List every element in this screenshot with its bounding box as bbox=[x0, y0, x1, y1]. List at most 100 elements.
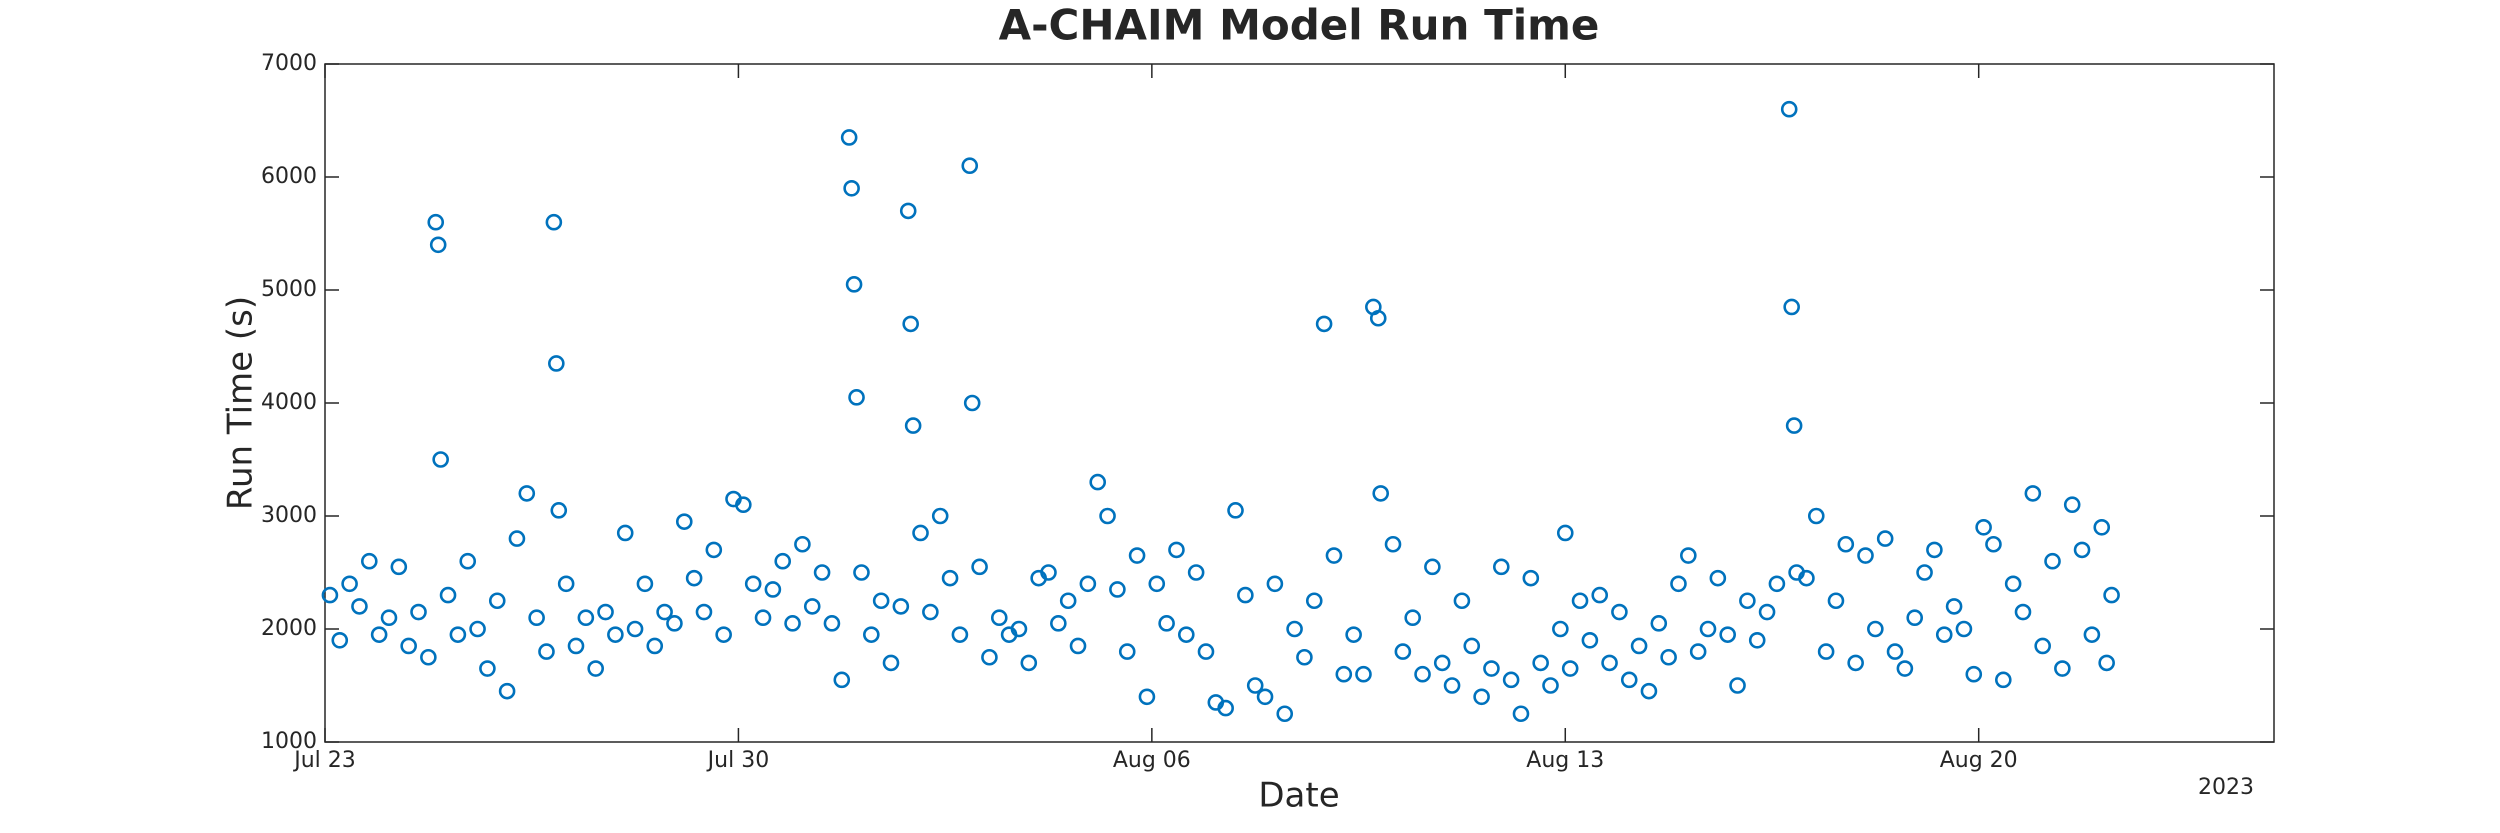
data-point bbox=[2073, 541, 2091, 559]
data-point bbox=[626, 620, 644, 638]
data-point bbox=[2014, 603, 2032, 621]
data-point bbox=[1650, 615, 1668, 632]
data-point bbox=[1709, 569, 1727, 587]
data-point bbox=[1906, 609, 1924, 627]
data-point bbox=[1886, 643, 1904, 660]
data-point bbox=[557, 575, 575, 593]
data-point bbox=[1463, 637, 1481, 655]
data-point bbox=[904, 417, 922, 434]
x-tick-label: Aug 06 bbox=[1113, 748, 1191, 773]
data-point bbox=[459, 552, 477, 570]
data-point bbox=[2024, 485, 2042, 502]
data-point bbox=[1315, 315, 1333, 333]
data-point bbox=[1492, 558, 1510, 576]
data-point bbox=[567, 637, 585, 655]
data-point bbox=[550, 502, 568, 519]
data-point bbox=[1783, 298, 1800, 316]
data-point bbox=[1276, 705, 1294, 723]
data-point bbox=[2098, 654, 2115, 672]
data-point bbox=[1256, 688, 1274, 706]
data-point bbox=[1384, 535, 1402, 553]
data-point bbox=[912, 524, 929, 542]
data-point bbox=[587, 660, 604, 677]
chart-title: A-CHAIM Model Run Time bbox=[999, 1, 1600, 50]
data-point bbox=[1798, 569, 1815, 587]
data-point bbox=[1325, 547, 1343, 564]
data-point bbox=[1178, 626, 1195, 643]
data-point bbox=[675, 513, 693, 530]
data-point bbox=[1955, 620, 1973, 638]
data-point bbox=[1020, 654, 1038, 672]
y-tick-label: 7000 bbox=[261, 51, 317, 76]
data-point bbox=[1916, 564, 1933, 581]
data-point bbox=[1748, 631, 1766, 649]
data-point bbox=[848, 389, 865, 406]
data-point bbox=[636, 575, 654, 593]
data-point bbox=[784, 615, 801, 632]
data-point bbox=[840, 129, 858, 146]
data-point bbox=[1197, 643, 1215, 660]
y-tick-label: 2000 bbox=[261, 616, 317, 641]
data-point bbox=[1079, 575, 1097, 593]
data-point bbox=[1611, 603, 1628, 621]
data-point bbox=[1512, 705, 1530, 723]
data-point bbox=[1168, 541, 1185, 559]
data-point bbox=[1286, 620, 1303, 638]
data-point bbox=[1965, 665, 1983, 683]
data-point bbox=[1591, 586, 1609, 604]
data-point bbox=[1010, 620, 1028, 638]
data-point bbox=[577, 609, 595, 627]
data-point bbox=[813, 564, 831, 581]
data-point bbox=[1719, 626, 1736, 643]
data-point bbox=[1571, 592, 1589, 610]
data-point bbox=[1099, 507, 1116, 525]
data-point bbox=[1355, 665, 1372, 683]
data-point bbox=[656, 603, 673, 621]
data-point bbox=[469, 620, 486, 638]
data-point bbox=[1670, 575, 1687, 593]
data-point bbox=[1601, 654, 1618, 672]
data-point bbox=[360, 552, 378, 570]
data-point bbox=[1689, 643, 1707, 660]
data-point bbox=[1138, 688, 1156, 706]
y-tick-label: 3000 bbox=[261, 503, 317, 528]
data-point bbox=[1926, 541, 1943, 559]
data-point bbox=[951, 626, 969, 643]
data-point bbox=[744, 575, 762, 593]
data-point bbox=[508, 530, 526, 547]
data-point bbox=[351, 598, 368, 615]
data-point bbox=[843, 180, 860, 197]
data-point bbox=[429, 236, 447, 254]
data-point bbox=[2034, 637, 2051, 655]
data-point bbox=[548, 355, 565, 372]
y-tick-label: 4000 bbox=[261, 390, 317, 415]
data-point bbox=[1050, 615, 1067, 632]
data-point bbox=[1837, 535, 1855, 553]
data-point bbox=[794, 535, 811, 553]
data-point bbox=[1069, 637, 1087, 655]
data-point bbox=[410, 603, 427, 621]
data-point bbox=[2044, 552, 2061, 570]
x-axis-label: Date bbox=[1258, 776, 1339, 816]
data-point bbox=[420, 648, 437, 666]
data-point bbox=[1404, 609, 1421, 627]
data-point bbox=[872, 592, 890, 610]
data-point bbox=[1975, 518, 1992, 536]
data-point bbox=[1758, 603, 1776, 621]
data-point bbox=[439, 586, 457, 604]
data-point bbox=[666, 615, 683, 632]
data-point bbox=[1414, 665, 1431, 683]
data-point bbox=[479, 660, 496, 677]
data-point bbox=[1807, 507, 1825, 525]
data-point bbox=[597, 603, 614, 621]
data-point bbox=[498, 682, 516, 700]
data-point bbox=[427, 213, 445, 231]
data-point bbox=[774, 552, 792, 570]
data-point bbox=[1394, 643, 1412, 660]
data-point bbox=[1561, 660, 1579, 677]
data-point bbox=[1483, 660, 1500, 677]
data-point bbox=[380, 609, 398, 627]
y-tick-label: 1000 bbox=[261, 729, 317, 754]
